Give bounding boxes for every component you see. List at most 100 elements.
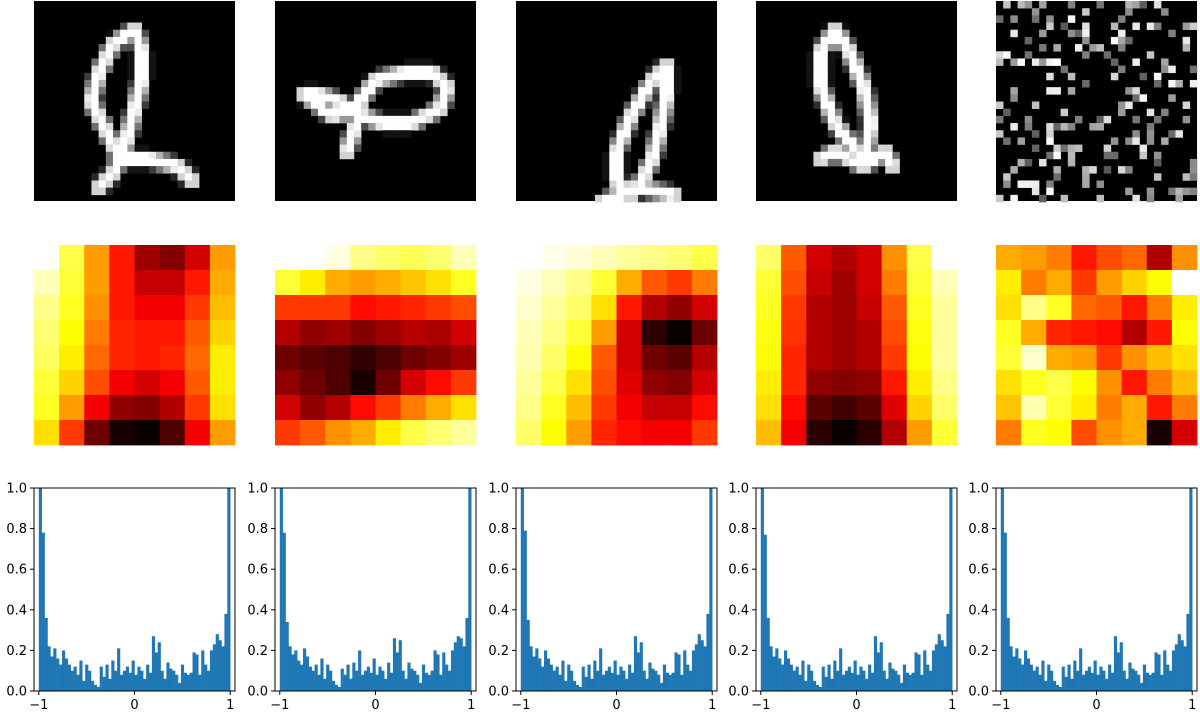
- image-pixel: [806, 65, 814, 74]
- heatmap-cell: [1146, 345, 1173, 371]
- heatmap-cell: [1046, 245, 1072, 271]
- image-pixel: [1039, 194, 1047, 203]
- image-pixel: [1139, 151, 1148, 160]
- image-pixel: [346, 137, 355, 145]
- histogram-bar: [465, 617, 469, 691]
- image-pixel: [849, 166, 857, 174]
- image-pixel: [820, 58, 829, 66]
- image-pixel: [616, 137, 624, 145]
- heatmap-cell: [591, 395, 617, 421]
- image-pixel: [856, 72, 864, 81]
- image-pixel: [105, 166, 114, 174]
- histogram-bar: [56, 658, 60, 691]
- image-pixel: [892, 151, 900, 160]
- image-pixel: [1046, 180, 1054, 188]
- image-pixel: [870, 130, 879, 138]
- histogram-bar: [1032, 670, 1036, 691]
- image-pixel: [98, 115, 107, 124]
- histogram-bar: [450, 650, 455, 691]
- histogram-bar: [85, 664, 89, 691]
- image-pixel: [112, 144, 121, 153]
- heatmap-cell: [159, 320, 186, 346]
- image-pixel: [389, 115, 398, 124]
- digit-image-panel: [516, 1, 717, 203]
- image-pixel: [127, 144, 135, 153]
- image-pixel: [820, 108, 829, 117]
- image-pixel: [318, 108, 326, 117]
- histogram-bar: [134, 674, 138, 691]
- image-pixel: [849, 137, 857, 145]
- image-pixel: [885, 144, 893, 153]
- heatmap-cell: [184, 370, 211, 396]
- image-pixel: [827, 72, 836, 81]
- histogram-bar: [1087, 666, 1091, 691]
- image-pixel: [1182, 44, 1191, 52]
- image-pixel: [1017, 180, 1026, 188]
- image-pixel: [616, 115, 624, 124]
- histogram-bar: [1093, 660, 1097, 691]
- image-pixel: [368, 123, 376, 131]
- histogram-bar: [1183, 646, 1187, 691]
- image-pixel: [1161, 108, 1169, 117]
- image-pixel: [609, 144, 617, 153]
- image-pixel: [105, 173, 114, 181]
- image-pixel: [1118, 108, 1126, 117]
- heatmap-cell: [931, 370, 958, 396]
- image-pixel: [842, 65, 850, 74]
- histogram-bar: [346, 664, 350, 691]
- histogram-bar: [448, 670, 452, 691]
- image-pixel: [397, 123, 405, 131]
- image-pixel: [863, 65, 872, 74]
- image-pixel: [98, 58, 107, 66]
- histogram-bar: [1099, 666, 1103, 691]
- histogram-bar: [885, 678, 889, 691]
- image-pixel: [827, 101, 836, 109]
- image-pixel: [1103, 51, 1112, 59]
- image-pixel: [184, 173, 193, 181]
- histogram-bar: [1052, 680, 1057, 691]
- image-pixel: [1182, 101, 1191, 109]
- image-pixel: [184, 166, 193, 174]
- histogram-bar: [1029, 664, 1033, 691]
- image-pixel: [332, 115, 340, 124]
- image-pixel: [127, 72, 135, 81]
- image-pixel: [1010, 58, 1018, 66]
- image-pixel: [353, 137, 362, 145]
- image-pixel: [849, 44, 857, 52]
- histogram-bar: [1163, 650, 1167, 691]
- digit-image-row: [34, 1, 1198, 203]
- heatmap-cell: [516, 320, 542, 346]
- histogram-bar: [291, 654, 295, 691]
- image-pixel: [1003, 180, 1011, 188]
- y-tick-label: 0.4: [728, 603, 749, 618]
- image-pixel: [170, 151, 178, 160]
- histogram-bar: [645, 678, 649, 691]
- histogram-bar: [320, 658, 324, 691]
- image-pixel: [389, 123, 398, 131]
- histogram-bar: [358, 650, 362, 691]
- heatmap-cell: [275, 320, 301, 346]
- heatmap-cell: [856, 345, 883, 371]
- image-pixel: [645, 180, 653, 188]
- image-pixel: [609, 173, 617, 181]
- image-pixel: [659, 79, 668, 88]
- heatmap-cell: [184, 270, 211, 296]
- image-pixel: [411, 79, 419, 88]
- image-pixel: [673, 72, 682, 81]
- histogram-bar: [421, 664, 426, 691]
- histogram-bar: [459, 638, 463, 691]
- histogram-bar: [781, 664, 785, 691]
- image-pixel: [98, 137, 107, 145]
- heatmap-cell: [184, 320, 211, 346]
- image-pixel: [425, 108, 434, 117]
- image-pixel: [652, 72, 660, 81]
- heatmap-cell: [691, 420, 718, 446]
- image-pixel: [105, 44, 114, 52]
- histogram-bar: [1145, 672, 1149, 691]
- heatmap-cell: [59, 245, 85, 271]
- image-pixel: [1110, 137, 1119, 145]
- heatmap-cell: [906, 245, 933, 271]
- image-pixel: [870, 137, 879, 145]
- histogram-bar: [810, 670, 814, 691]
- histogram-bar: [839, 648, 843, 691]
